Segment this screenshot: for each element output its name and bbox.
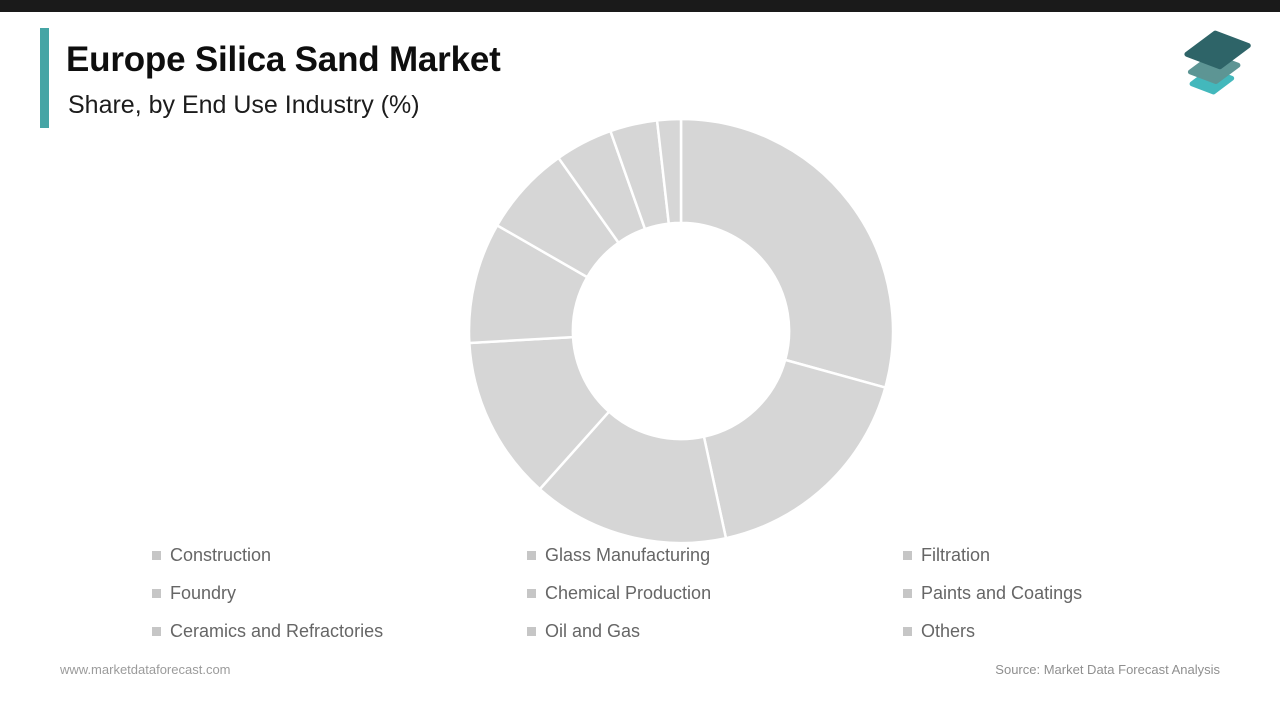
legend-item-oil-and-gas: Oil and Gas — [527, 621, 711, 641]
page-title: Europe Silica Sand Market — [66, 40, 501, 79]
legend-column-1: Construction Foundry Ceramics and Refrac… — [152, 545, 383, 659]
legend-item-paints-and-coatings: Paints and Coatings — [903, 583, 1082, 603]
brand-logo-icon — [1184, 30, 1251, 95]
legend-marker-icon — [903, 588, 912, 598]
logo-layer-top — [1184, 30, 1251, 70]
donut-segment-filtration — [538, 410, 728, 545]
legend-item-label: Construction — [170, 544, 272, 565]
donut-segment-construction — [679, 117, 895, 389]
legend-item-filtration: Filtration — [903, 545, 1082, 565]
legend-item-foundry: Foundry — [152, 583, 383, 603]
legend-column-3: Filtration Paints and Coatings Others — [903, 545, 1082, 659]
legend-item-label: Filtration — [921, 544, 991, 565]
legend-item-construction: Construction — [152, 545, 383, 565]
legend-marker-icon — [152, 626, 161, 636]
legend-marker-icon — [152, 550, 161, 560]
legend-marker-icon — [152, 588, 161, 598]
legend-item-others: Others — [903, 621, 1082, 641]
chart-legend: Construction Foundry Ceramics and Refrac… — [0, 545, 1280, 655]
legend-marker-icon — [903, 626, 912, 636]
legend-item-ceramics-and-refractories: Ceramics and Refractories — [152, 621, 383, 641]
website-url: www.marketdataforecast.com — [60, 662, 231, 677]
legend-marker-icon — [527, 588, 536, 598]
legend-marker-icon — [903, 550, 912, 560]
title-accent-bar — [40, 28, 49, 128]
legend-item-glass-manufacturing: Glass Manufacturing — [527, 545, 711, 565]
donut-segment-glass-manufacturing — [702, 358, 887, 540]
legend-marker-icon — [527, 550, 536, 560]
donut-chart — [467, 117, 895, 545]
legend-item-label: Glass Manufacturing — [545, 544, 711, 565]
legend-item-label: Oil and Gas — [545, 620, 641, 641]
donut-segment-others — [655, 117, 683, 225]
legend-item-label: Others — [921, 620, 976, 641]
legend-item-label: Ceramics and Refractories — [170, 620, 384, 641]
top-bar — [0, 0, 1280, 12]
page-subtitle: Share, by End Use Industry (%) — [68, 91, 420, 119]
legend-item-chemical-production: Chemical Production — [527, 583, 711, 603]
legend-marker-icon — [527, 626, 536, 636]
source-note: Source: Market Data Forecast Analysis — [995, 662, 1220, 677]
legend-column-2: Glass Manufacturing Chemical Production … — [527, 545, 711, 659]
legend-item-label: Paints and Coatings — [921, 582, 1083, 603]
legend-item-label: Foundry — [170, 582, 237, 603]
legend-item-label: Chemical Production — [545, 582, 712, 603]
